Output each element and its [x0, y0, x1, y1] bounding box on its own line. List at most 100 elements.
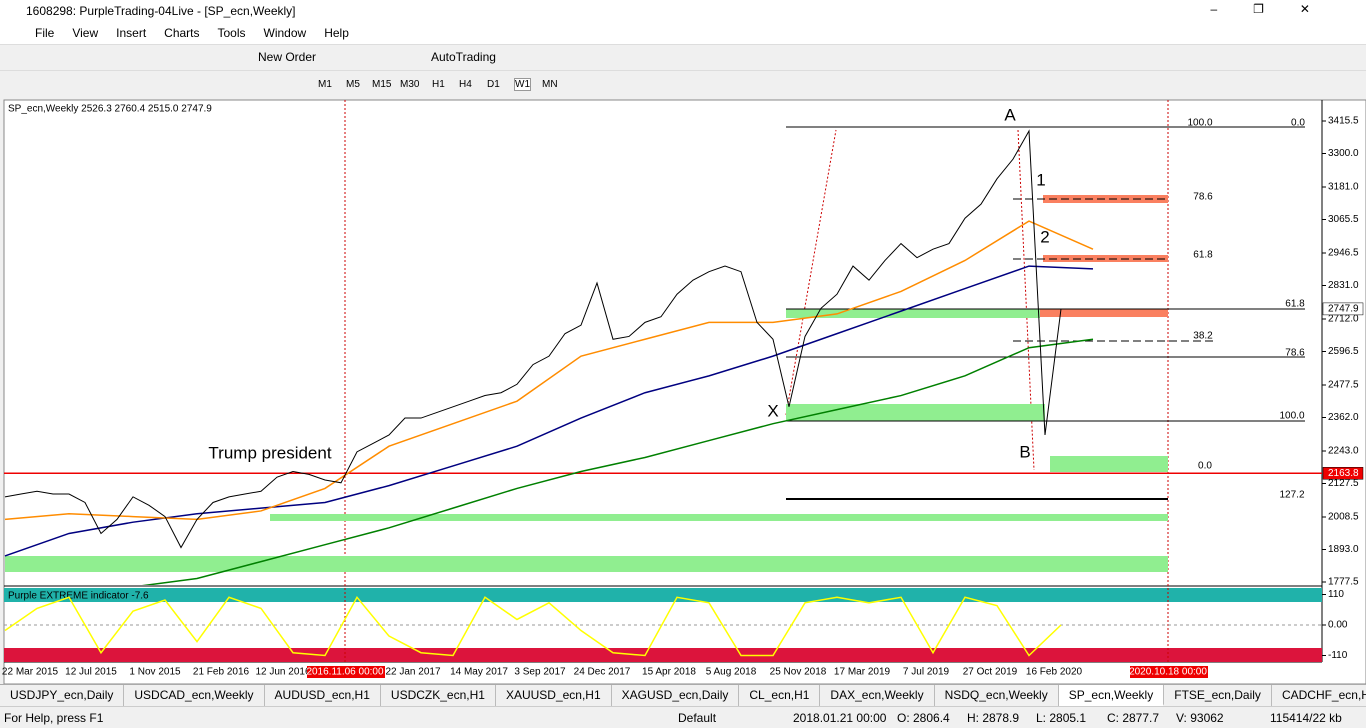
period-button[interactable]: M30	[400, 79, 420, 90]
price-tick-label: 2712.0	[1328, 314, 1359, 325]
menu-bar: File View Insert Charts Tools Window Help	[0, 22, 1366, 44]
status-field: For Help, press F1	[4, 711, 104, 725]
status-field: C: 2877.7	[1107, 711, 1160, 725]
zone	[1040, 309, 1168, 317]
date-label: 7 Jul 2019	[903, 667, 950, 678]
zone	[786, 404, 1045, 421]
price-line	[4, 129, 1062, 549]
status-field: 2018.01.21 00:00	[793, 711, 887, 725]
period-button[interactable]: D1	[487, 79, 500, 90]
toolbar: New Order AutoTrading	[0, 44, 1366, 70]
status-field: 115414/22 kb	[1270, 711, 1342, 725]
annotation: Trump president	[208, 443, 331, 462]
period-button[interactable]: M15	[372, 79, 392, 90]
chart-tab[interactable]: XAUUSD_ecn,H1	[496, 685, 612, 706]
annotation: B	[1019, 442, 1030, 461]
date-label: 3 Sep 2017	[514, 667, 566, 678]
status-bar: For Help, press F1 Default 2018.01.21 00:0…	[0, 706, 1366, 728]
period-button[interactable]: M5	[346, 79, 360, 90]
price-tick-label: 2596.5	[1328, 346, 1359, 357]
trend-line	[1017, 129, 1035, 471]
date-label: 5 Aug 2018	[706, 667, 757, 678]
period-button[interactable]: W1	[514, 78, 531, 91]
title-bar: 1608298: PurpleTrading-04Live - [SP_ecn,…	[0, 0, 1366, 22]
chart-tab[interactable]: CADCHF_ecn,H1	[1272, 685, 1366, 706]
price-marker-label: 2747.9	[1328, 304, 1359, 315]
ma-mid-line	[4, 265, 1094, 557]
chart-tab[interactable]: DAX_ecn,Weekly	[820, 685, 935, 706]
chart-info: SP_ecn,Weekly 2526.3 2760.4 2515.0 2747.…	[8, 104, 212, 115]
fib-label: 38.2	[1193, 331, 1213, 342]
price-tick-label: 2946.5	[1328, 248, 1359, 259]
price-tick-label: 1777.5	[1328, 577, 1359, 588]
price-marker	[1322, 302, 1364, 316]
fib-label: 100.0	[1187, 118, 1212, 129]
date-label: 21 Feb 2016	[193, 667, 250, 678]
zone	[5, 556, 1168, 572]
autotrading-button[interactable]: AutoTrading	[431, 50, 496, 64]
chart-tab[interactable]: USDCAD_ecn,Weekly	[124, 685, 265, 706]
chart-tab[interactable]: CL_ecn,H1	[739, 685, 821, 706]
chart-tabs: USDJPY_ecn,Daily USDCAD_ecn,Weekly AUDUSD_…	[0, 684, 1366, 706]
menu-item[interactable]: Help	[324, 26, 349, 40]
price-tick-label: 2831.0	[1328, 280, 1359, 291]
date-label: 22 Jan 2017	[385, 667, 440, 678]
period-button[interactable]: H1	[432, 79, 445, 90]
date-label: 17 Mar 2019	[834, 667, 891, 678]
fib-label: 100.0	[1279, 411, 1304, 422]
chart-tab[interactable]: FTSE_ecn,Daily	[1164, 685, 1272, 706]
date-label: 14 May 2017	[450, 667, 508, 678]
period-button[interactable]: MN	[542, 79, 558, 90]
indicator-tick-label: 0.00	[1328, 620, 1348, 631]
fib-label: 127.2	[1279, 490, 1304, 501]
menu-item[interactable]: Window	[263, 26, 307, 40]
date-label: 22 Mar 2015	[2, 667, 59, 678]
zone	[1043, 195, 1168, 203]
chart-tab[interactable]: SP_ecn,Weekly	[1058, 685, 1165, 706]
date-label: 15 Apr 2018	[642, 667, 696, 678]
indicator-tick-label: 110	[1328, 589, 1344, 600]
zone	[1050, 456, 1168, 472]
period-button[interactable]: M1	[318, 79, 332, 90]
new-order-button[interactable]: New Order	[258, 50, 317, 64]
price-tick-label: 2008.5	[1328, 512, 1359, 523]
chart-tab[interactable]: USDJPY_ecn,Daily	[0, 685, 125, 706]
trend-line	[785, 129, 837, 416]
menu-item[interactable]: View	[72, 26, 99, 40]
indicator-tick-label: -110	[1328, 650, 1348, 661]
indicator-lower-zone	[4, 648, 1322, 662]
menu-item[interactable]: File	[35, 26, 55, 40]
date-label: 12 Jul 2015	[65, 667, 117, 678]
annotation: A	[1004, 105, 1016, 124]
chart-tab[interactable]: XAGUSD_ecn,Daily	[612, 685, 740, 706]
annotation: X	[767, 401, 778, 420]
fib-label: 61.8	[1193, 250, 1213, 261]
price-tick-label: 3181.0	[1328, 182, 1359, 193]
period-button[interactable]: H4	[459, 79, 472, 90]
fib-label: 78.6	[1285, 348, 1305, 359]
menu-item[interactable]: Charts	[164, 26, 200, 40]
indicator-upper-zone	[4, 588, 1322, 602]
fib-label: 61.8	[1285, 299, 1305, 310]
window-title: 1608298: PurpleTrading-04Live - [SP_ecn,…	[26, 4, 296, 18]
date-label: 16 Feb 2020	[1026, 667, 1083, 678]
menu-item[interactable]: Tools	[217, 26, 246, 40]
price-tick-label: 2362.0	[1328, 412, 1359, 423]
chart-area: SP_ecn,Weekly 2526.3 2760.4 2515.0 2747.…	[2, 99, 1366, 684]
chart-tab[interactable]: AUDUSD_ecn,H1	[265, 685, 381, 706]
ma-slow-line	[141, 338, 1094, 585]
ma-fast-line	[4, 220, 1094, 521]
chart-tab[interactable]: USDCZK_ecn,H1	[381, 685, 496, 706]
menu-item[interactable]: Insert	[116, 26, 147, 40]
zone	[270, 514, 1168, 521]
date-label: 12 Jun 2016	[255, 667, 310, 678]
fib-label: 78.6	[1193, 192, 1213, 203]
status-field: H: 2878.9	[967, 711, 1020, 725]
status-field: L: 2805.1	[1036, 711, 1087, 725]
window-controls[interactable]: –❐✕	[1210, 2, 1346, 16]
price-tick-label: 1893.0	[1328, 544, 1359, 555]
indicator-line	[4, 595, 1062, 657]
chart-tab[interactable]: NSDQ_ecn,Weekly	[935, 685, 1059, 706]
date-label: 2016.11.06 00:00	[306, 667, 384, 678]
